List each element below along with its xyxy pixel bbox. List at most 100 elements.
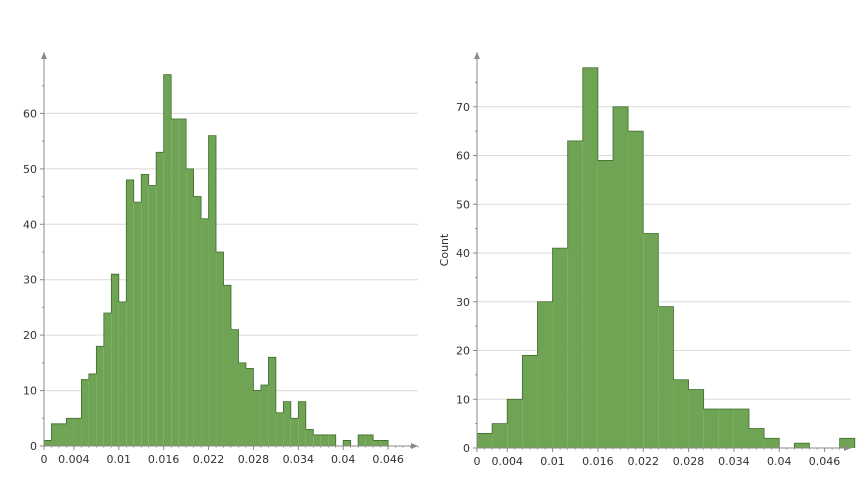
- y-tick-label: 50: [456, 198, 470, 211]
- histogram-bar: [567, 140, 583, 448]
- histogram-bar: [358, 434, 366, 446]
- histogram-bar: [522, 355, 538, 448]
- histogram-bar: [141, 174, 149, 446]
- histogram-bar: [749, 428, 765, 448]
- histogram-bar: [477, 433, 493, 448]
- x-tick-label: 0.01: [540, 455, 565, 468]
- histogram-bar: [231, 329, 239, 446]
- histogram-bar: [380, 440, 389, 446]
- histogram-bar: [688, 389, 704, 448]
- histogram-bar: [148, 185, 157, 446]
- histogram-bar: [44, 440, 52, 446]
- histogram-bar: [298, 401, 306, 446]
- histogram-bar: [365, 434, 374, 446]
- histogram-bar: [658, 306, 674, 448]
- x-tick-label: 0.016: [148, 453, 180, 466]
- histogram-bar: [733, 409, 749, 448]
- histogram-bar: [96, 346, 104, 446]
- histogram-bar: [597, 160, 613, 448]
- histogram-bar: [245, 368, 254, 446]
- histogram-bar: [290, 418, 299, 446]
- histogram-bar: [643, 233, 659, 448]
- y-tick-label: 60: [456, 150, 470, 163]
- y-axis-title: Count: [438, 233, 451, 266]
- histogram-bar: [171, 118, 179, 446]
- y-axis-arrow-icon: [474, 52, 480, 59]
- y-tick-label: 40: [23, 218, 37, 231]
- x-tick-label: 0.01: [107, 453, 132, 466]
- histogram-bar: [178, 118, 187, 446]
- histogram-bar: [313, 434, 321, 446]
- x-tick-label: 0.034: [283, 453, 315, 466]
- y-tick-label: 10: [456, 393, 470, 406]
- histogram-bar: [73, 418, 82, 446]
- histogram-bar: [537, 301, 553, 448]
- histogram-bar: [507, 399, 523, 448]
- histogram-bar: [126, 179, 134, 446]
- histogram-bar: [305, 429, 314, 446]
- x-tick-label: 0.04: [331, 453, 356, 466]
- x-tick-label: 0.028: [673, 455, 705, 468]
- y-tick-label: 60: [23, 107, 37, 120]
- y-axis-arrow-icon: [41, 52, 47, 59]
- histogram-bar: [794, 443, 810, 448]
- histogram-panel-2: 0 10 20 30 40 50 60 70 0 0.004 0.01 0.016 0.022 0.028…: [438, 52, 856, 468]
- histogram-bar: [238, 362, 246, 446]
- histogram-bar: [268, 357, 276, 446]
- y-tick-label: 0: [463, 442, 470, 455]
- x-tick-label: 0.046: [809, 455, 841, 468]
- histogram-bar: [343, 440, 351, 446]
- histogram-bar: [283, 401, 291, 446]
- y-tick-label: 0: [30, 440, 37, 453]
- x-tick-label: 0.04: [767, 455, 792, 468]
- histogram-bar: [88, 373, 97, 446]
- y-tick-label: 20: [456, 345, 470, 358]
- histogram-bar: [673, 379, 689, 448]
- histogram-bar: [613, 106, 629, 448]
- histogram-bar: [275, 412, 284, 446]
- histogram-bar: [103, 312, 112, 446]
- x-axis-arrow-icon: [411, 443, 418, 449]
- histogram-bar: [223, 285, 231, 446]
- histogram-panel-1: 0 10 20 30 40 50 60 0 0.004 0.01 0.016 0.022 0.028 0.…: [23, 52, 419, 466]
- histogram-bar: [208, 135, 217, 446]
- histogram-bar: [253, 390, 261, 446]
- y-tick-label: 30: [23, 274, 37, 287]
- histogram-bar: [111, 274, 119, 446]
- histogram-bar: [186, 168, 194, 446]
- x-tick-label: 0.034: [718, 455, 750, 468]
- histogram-bar: [373, 440, 381, 446]
- histogram-bar: [156, 152, 164, 446]
- histogram-bar: [492, 423, 508, 448]
- histogram-bar: [839, 438, 855, 448]
- histogram-bar: [552, 248, 568, 448]
- y-tick-label: 40: [456, 247, 470, 260]
- histogram-bar: [582, 67, 598, 448]
- histogram-bar: [201, 218, 209, 446]
- x-tick-label: 0: [41, 453, 48, 466]
- histogram-bar: [81, 379, 89, 446]
- x-tick-label: 0.028: [238, 453, 270, 466]
- histogram-bar: [193, 196, 202, 446]
- histogram-bar: [628, 131, 644, 448]
- y-tick-label: 20: [23, 329, 37, 342]
- histogram-bar: [51, 423, 59, 446]
- x-tick-label: 0.046: [372, 453, 404, 466]
- histogram-bar: [320, 434, 329, 446]
- x-tick-label: 0.016: [582, 455, 614, 468]
- x-tick-label: 0.022: [627, 455, 659, 468]
- y-tick-label: 10: [23, 385, 37, 398]
- histogram-bar: [133, 202, 142, 446]
- histogram-bar: [118, 301, 127, 446]
- histogram-bar: [216, 252, 224, 446]
- x-tick-label: 0.022: [193, 453, 225, 466]
- histogram-bar: [328, 434, 336, 446]
- x-tick-label: 0.004: [58, 453, 90, 466]
- histogram-bar: [66, 418, 74, 446]
- y-tick-label: 70: [456, 101, 470, 114]
- x-tick-label: 0.004: [491, 455, 523, 468]
- histogram-bar: [58, 423, 67, 446]
- histogram-bar: [718, 409, 734, 448]
